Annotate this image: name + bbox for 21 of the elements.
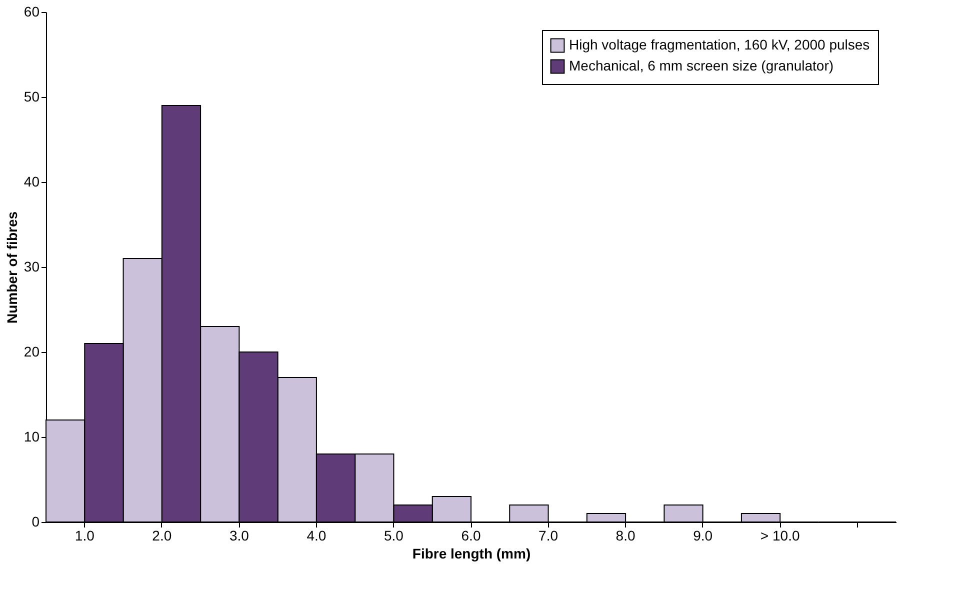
x-tick-label: 6.0 [461, 528, 481, 544]
x-tick-label: 8.0 [616, 528, 636, 544]
y-tick-label: 20 [24, 344, 40, 360]
x-tick-label: 1.0 [74, 528, 95, 544]
x-tick-label: 3.0 [229, 528, 250, 544]
legend-label: High voltage fragmentation, 160 kV, 2000 pulses [569, 36, 870, 52]
x-tick-label: 2.0 [152, 528, 172, 544]
y-tick-label: 50 [24, 88, 40, 104]
y-tick-label: 0 [32, 514, 40, 530]
y-tick-label: 10 [24, 428, 40, 444]
y-tick-label: 60 [24, 4, 40, 20]
y-tick-label: 30 [24, 258, 40, 274]
y-axis-title: Number of fibres [4, 211, 20, 324]
x-tick-label: > 10.0 [760, 528, 800, 544]
x-tick-label: 4.0 [306, 528, 326, 544]
x-axis-title: Fibre length (mm) [412, 546, 531, 562]
y-tick-label: 40 [24, 174, 40, 190]
x-tick-label: 7.0 [538, 528, 558, 544]
x-tick-label: 9.0 [693, 528, 713, 544]
legend-label: Mechanical, 6 mm screen size (granulator) [569, 58, 834, 74]
x-tick-label: 5.0 [384, 528, 404, 544]
